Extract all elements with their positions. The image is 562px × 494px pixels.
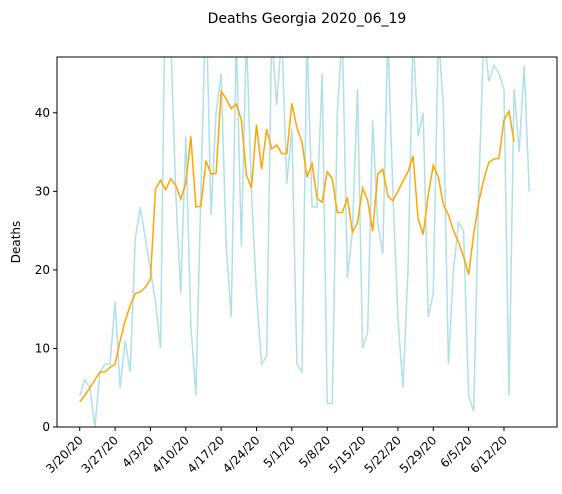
x-tick-label: 6/12/20 xyxy=(467,433,510,476)
plot-area xyxy=(79,57,530,427)
line-series xyxy=(79,89,515,403)
y-axis-label: Deaths xyxy=(9,221,23,264)
y-tick-label: 40 xyxy=(35,106,50,120)
x-tick-label: 4/24/20 xyxy=(220,433,263,476)
axes-frame xyxy=(56,56,558,428)
x-tick-label: 5/29/20 xyxy=(397,433,440,476)
y-tick-label: 30 xyxy=(35,184,50,198)
y-tick-label: 20 xyxy=(35,263,50,277)
y-tick-label: 0 xyxy=(42,420,50,434)
x-tick-label: 3/20/20 xyxy=(43,433,86,476)
y-tick-label: 10 xyxy=(35,341,50,355)
x-tick-label: 4/17/20 xyxy=(185,433,228,476)
x-tick-label: 5/15/20 xyxy=(326,433,369,476)
line-series xyxy=(79,57,530,427)
chart-title: Deaths Georgia 2020_06_19 xyxy=(208,11,407,27)
x-tick-label: 4/10/20 xyxy=(149,433,192,476)
x-tick-label: 5/22/20 xyxy=(361,433,404,476)
x-tick-label: 5/1/20 xyxy=(261,433,298,470)
x-tick-label: 3/27/20 xyxy=(79,433,122,476)
